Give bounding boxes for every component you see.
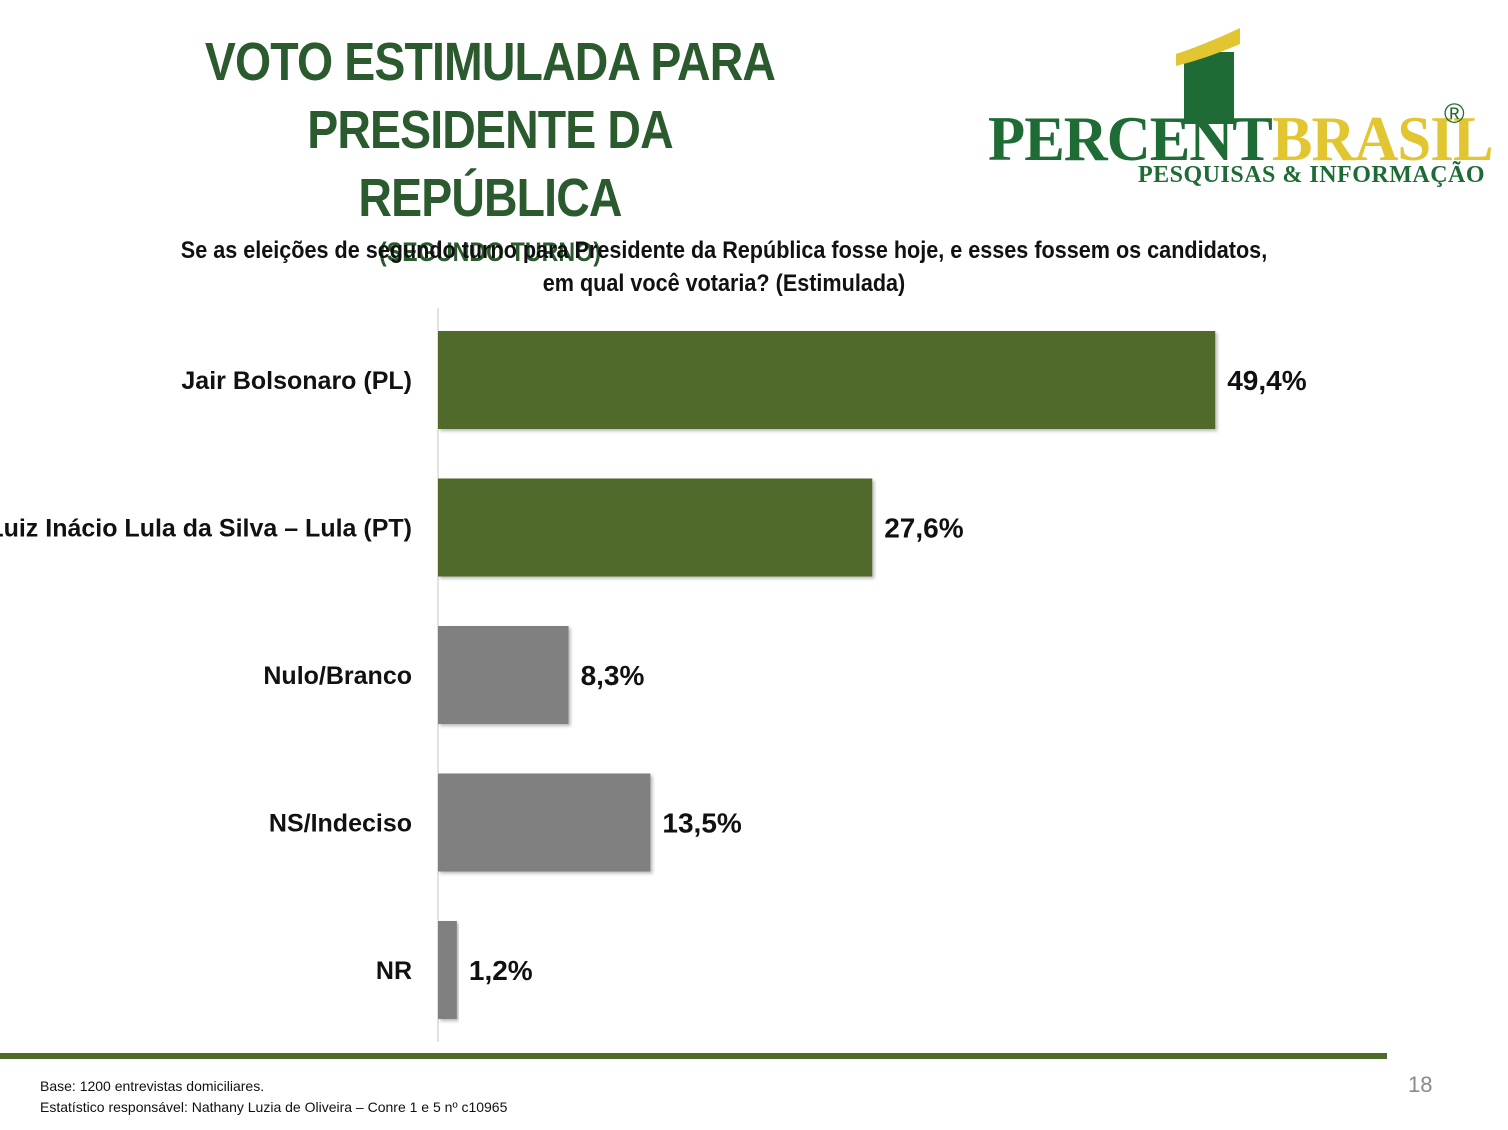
page-number: 18 [1408,1072,1433,1097]
category-label-1: Luiz Inácio Lula da Silva – Lula (PT) [0,515,412,543]
value-label-3: 13,5% [662,808,741,839]
category-label-4: NR [376,957,412,985]
category-label-3: NS/Indeciso [269,810,412,838]
footer-divider [0,1053,1387,1059]
logo-tagline: PESQUISAS & INFORMAÇÃO [1138,162,1486,188]
flag-icon [1176,28,1240,124]
bar-3 [438,773,651,872]
value-label-4: 1,2% [469,955,533,986]
footer-notes: Base: 1200 entrevistas domiciliares. Est… [40,1076,507,1118]
page-title-line-2: PRESIDENTE DA REPÚBLICA [307,100,673,228]
footer-base: Base: 1200 entrevistas domiciliares. [40,1078,265,1094]
page-title-block: VOTO ESTIMULADA PARA PRESIDENTE DA REPÚB… [120,28,860,270]
page-subtitle: (SEGUNDO TURNO) [379,237,601,267]
category-label-0: Jair Bolsonaro (PL) [181,367,412,395]
bar-4 [438,921,457,1019]
survey-question: Se as eleições de segundo turno para Pre… [120,234,1328,300]
footer-statistician: Estatístico responsável: Nathany Luzia d… [40,1099,508,1115]
logo-word-brasil: BRASIL [1271,103,1494,174]
page-title-line-1: VOTO ESTIMULADA PARA [204,32,776,92]
bar-2 [438,626,569,724]
bar-1 [438,478,873,577]
logo-word-percent: PERCENT [988,103,1273,174]
value-label-0: 49,4% [1227,365,1306,396]
category-label-2: Nulo/Branco [263,662,412,690]
survey-question-line-1: Se as eleições de segundo turno para Pre… [180,237,1268,264]
survey-question-line-2: em qual você votaria? (Estimulada) [542,270,906,297]
logo-wordmark: PERCENTBRASIL [988,103,1494,174]
percentbrasil-logo: PERCENTBRASIL ® PESQUISAS & INFORMAÇÃO [980,18,1494,208]
bar-chart: Jair Bolsonaro (PL) 49,4% Luiz Inácio Lula… [0,308,1307,1042]
value-label-1: 27,6% [884,513,963,544]
value-label-2: 8,3% [581,660,645,691]
bar-0 [438,331,1216,429]
registered-mark: ® [1444,98,1465,129]
